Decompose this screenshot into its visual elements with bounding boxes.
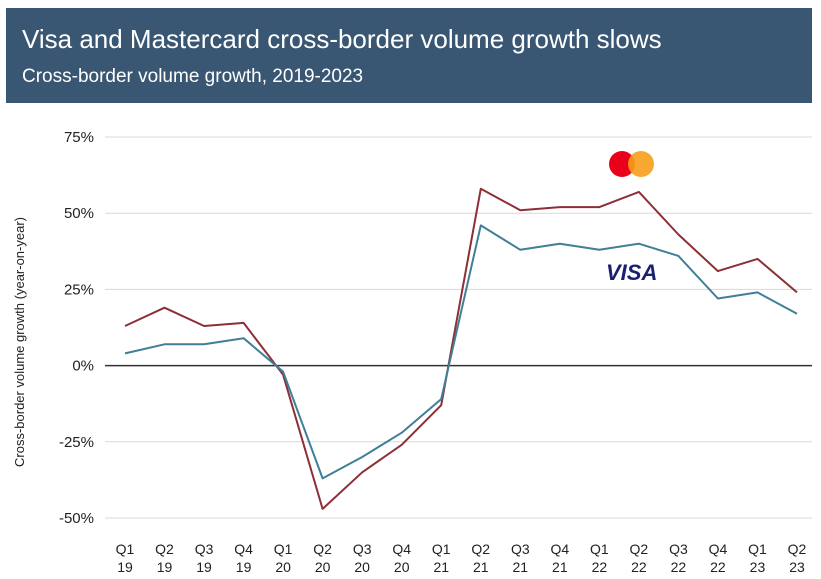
y-tick-label: 75% (64, 129, 94, 146)
visa-logo: VISA (606, 260, 657, 285)
mastercard-series-line (125, 189, 797, 509)
series-lines (125, 189, 797, 509)
x-tick-label: Q3 19 (195, 541, 214, 575)
mastercard-orange-circle (628, 151, 654, 177)
y-tick-label: -50% (59, 510, 94, 527)
y-tick-label: 50% (64, 205, 94, 222)
y-axis-label: Cross-border volume growth (year-on-year… (12, 217, 27, 467)
x-tick-label: Q3 22 (669, 541, 688, 575)
x-tick-label: Q4 22 (709, 541, 728, 575)
x-axis-ticks: Q1 19 Q2 19 Q3 19 Q4 19 Q1 20 Q2 20 Q3 20 Q4 20 Q1 21 Q2 21… (116, 541, 807, 575)
x-tick-label: Q2 20 (313, 541, 332, 575)
visa-series-line (125, 225, 797, 478)
mastercard-logo (609, 151, 654, 177)
y-axis-ticks: 75% 50% 25% 0% -25% -50% (59, 129, 94, 527)
x-tick-label: Q4 20 (392, 541, 411, 575)
x-tick-label: Q2 23 (788, 541, 807, 575)
x-tick-label: Q4 19 (234, 541, 253, 575)
x-tick-label: Q2 19 (155, 541, 174, 575)
y-tick-label: -25% (59, 434, 94, 451)
y-tick-label: 25% (64, 281, 94, 298)
x-tick-label: Q1 22 (590, 541, 609, 575)
x-tick-label: Q1 19 (116, 541, 135, 575)
x-tick-label: Q2 22 (630, 541, 649, 575)
x-tick-label: Q2 21 (471, 541, 490, 575)
x-tick-label: Q1 23 (748, 541, 767, 575)
x-tick-label: Q3 20 (353, 541, 372, 575)
y-tick-label: 0% (72, 358, 94, 375)
x-tick-label: Q1 20 (274, 541, 293, 575)
x-tick-label: Q3 21 (511, 541, 530, 575)
x-tick-label: Q1 21 (432, 541, 451, 575)
x-tick-label: Q4 21 (550, 541, 569, 575)
